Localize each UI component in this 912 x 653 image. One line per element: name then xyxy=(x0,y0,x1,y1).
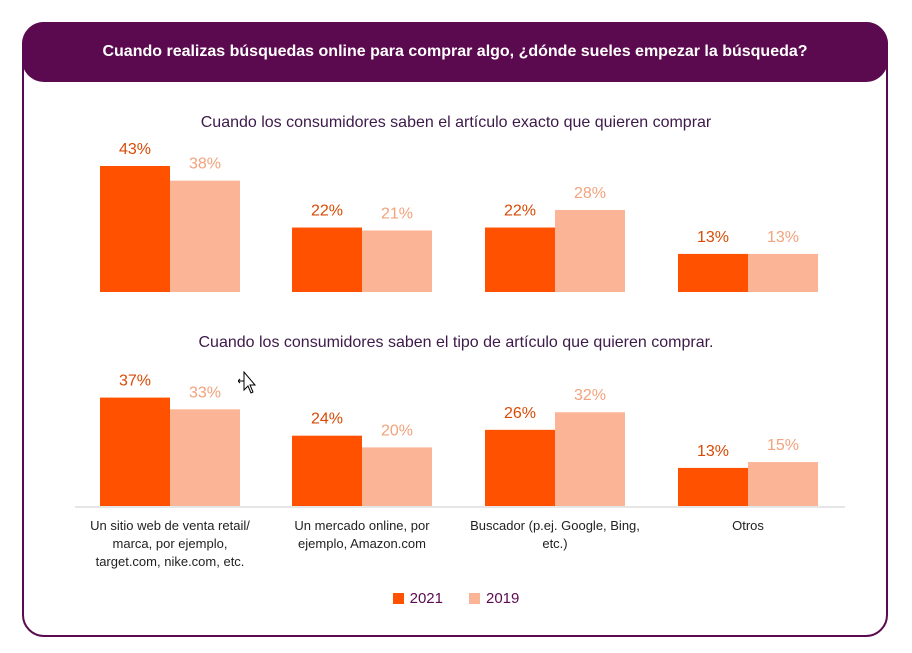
data-label-chart1-2021-2: 22% xyxy=(311,203,343,220)
legend-label-2019: 2019 xyxy=(486,590,520,607)
bar-chart2-2019-1 xyxy=(170,409,240,506)
data-label-chart1-2019-1: 38% xyxy=(189,156,221,173)
category-label-line: ejemplo, Amazon.com xyxy=(298,536,426,551)
bar-chart2-2019-4 xyxy=(748,462,818,506)
bar-chart1-2021-1 xyxy=(100,166,170,292)
legend-swatch-2019 xyxy=(469,593,480,604)
data-label-chart1-2021-1: 43% xyxy=(119,141,151,158)
data-label-chart2-2019-1: 33% xyxy=(189,384,221,401)
data-label-chart1-2019-4: 13% xyxy=(767,229,799,246)
bar-chart1-2019-3 xyxy=(555,209,625,292)
legend-label-2021: 2021 xyxy=(409,590,443,607)
data-label-chart1-2019-2: 21% xyxy=(381,205,413,222)
category-label-1: Un sitio web de venta retail/marca, por … xyxy=(75,517,265,571)
page-title: Cuando realizas búsquedas online para co… xyxy=(102,43,808,60)
bar-chart2-2021-1 xyxy=(100,397,170,506)
legend: 2021 2019 xyxy=(0,590,912,607)
chart-card xyxy=(22,22,888,637)
category-label-2: Un mercado online, por ejemplo, Amazon.co… xyxy=(267,517,457,553)
data-label-chart2-2021-1: 37% xyxy=(119,373,151,390)
data-label-chart2-2021-2: 24% xyxy=(311,411,343,428)
data-label-chart2-2021-3: 26% xyxy=(504,405,536,422)
move-cursor-icon xyxy=(238,371,257,394)
chart-2-title: Cuando los consumidores saben el tipo de… xyxy=(198,334,714,351)
data-label-chart2-2019-4: 15% xyxy=(767,437,799,454)
category-label-line: etc.) xyxy=(542,536,568,551)
category-label-line: marca, por ejemplo, xyxy=(112,536,228,551)
bar-chart2-2021-3 xyxy=(485,429,555,506)
bar-chart1-2021-4 xyxy=(678,253,748,292)
data-label-chart2-2019-2: 20% xyxy=(381,422,413,439)
category-label-line: Un sitio web de venta retail/ xyxy=(90,518,250,533)
bar-chart1-2021-3 xyxy=(485,227,555,292)
bar-chart1-2019-1 xyxy=(170,180,240,292)
bar-chart1-2021-2 xyxy=(292,227,362,292)
data-label-chart2-2021-4: 13% xyxy=(697,443,729,460)
category-label-line: Buscador (p.ej. Google, Bing, xyxy=(470,518,640,533)
data-label-chart1-2021-4: 13% xyxy=(697,229,729,246)
category-label-3: Buscador (p.ej. Google, Bing, etc.) xyxy=(460,517,650,553)
data-label-chart2-2019-3: 32% xyxy=(574,387,606,404)
header-bar xyxy=(22,22,888,82)
bar-chart1-2019-4 xyxy=(748,253,818,292)
bar-chart2-2021-4 xyxy=(678,467,748,506)
data-label-chart1-2019-3: 28% xyxy=(574,185,606,202)
bar-chart1-2019-2 xyxy=(362,230,432,292)
data-label-chart1-2021-3: 22% xyxy=(504,203,536,220)
category-label-line: Un mercado online, por xyxy=(294,518,430,533)
category-label-4: Otros xyxy=(653,517,843,535)
category-label-line: Otros xyxy=(732,518,764,533)
chart-1-title: Cuando los consumidores saben el artícul… xyxy=(200,114,712,131)
bar-chart2-2021-2 xyxy=(292,435,362,506)
bar-chart2-2019-2 xyxy=(362,447,432,506)
bar-chart2-2019-3 xyxy=(555,412,625,506)
category-label-line: target.com, nike.com, etc. xyxy=(95,554,245,569)
legend-swatch-2021 xyxy=(392,593,404,604)
legend-item-2019: 2019 xyxy=(469,590,519,607)
legend-item-2021: 2021 xyxy=(392,590,443,607)
